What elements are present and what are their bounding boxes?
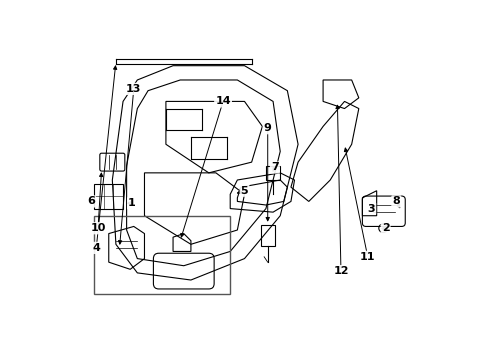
Text: 13: 13 [126, 84, 141, 94]
Text: 10: 10 [90, 223, 105, 233]
Text: 1: 1 [128, 198, 136, 208]
Text: 6: 6 [87, 197, 95, 206]
Text: 4: 4 [92, 243, 100, 253]
Text: 8: 8 [392, 197, 399, 206]
Text: 9: 9 [263, 123, 271, 133]
Text: 3: 3 [367, 203, 374, 213]
Text: 7: 7 [270, 162, 278, 172]
Bar [260, 225, 274, 246]
Bar [94, 184, 123, 208]
Text: 11: 11 [359, 252, 375, 262]
Bar [94, 216, 230, 294]
Text: 12: 12 [332, 266, 348, 276]
Text: 14: 14 [215, 96, 230, 107]
Text: 2: 2 [381, 223, 388, 233]
Text: 5: 5 [240, 186, 248, 196]
